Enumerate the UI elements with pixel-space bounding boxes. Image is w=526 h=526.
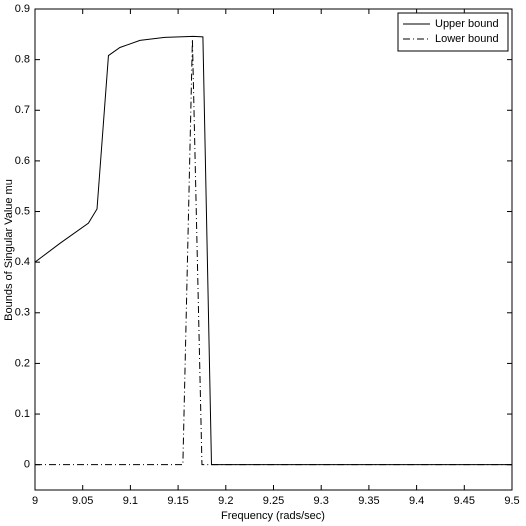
x-tick-label: 9.05 <box>72 495 93 507</box>
x-axis-label: Frequency (rads/sec) <box>221 510 325 522</box>
y-tick-label: 0.1 <box>15 408 30 420</box>
x-tick-label: 9.35 <box>358 495 379 507</box>
x-tick-label: 9.5 <box>504 495 519 507</box>
x-tick-label: 9.3 <box>314 495 329 507</box>
y-tick-label: 0.5 <box>15 205 30 217</box>
y-tick-label: 0.9 <box>15 3 30 15</box>
x-tick-label: 9.2 <box>218 495 233 507</box>
x-tick-label: 9 <box>32 495 38 507</box>
y-tick-label: 0.3 <box>15 307 30 319</box>
y-tick-label: 0.7 <box>15 104 30 116</box>
y-tick-label: 0.4 <box>15 256 30 268</box>
x-tick-label: 9.45 <box>454 495 475 507</box>
line-series <box>35 39 512 466</box>
line-series <box>34 35 512 466</box>
legend-label: Upper bound <box>435 18 499 30</box>
legend-box <box>397 12 509 52</box>
y-tick-label: 0.6 <box>15 155 30 167</box>
y-tick-label: 0 <box>24 459 30 471</box>
x-tick-label: 9.4 <box>409 495 424 507</box>
x-tick-label: 9.1 <box>123 495 138 507</box>
y-axis-label: Bounds of Singular Value mu <box>3 179 15 321</box>
x-tick-label: 9.25 <box>263 495 284 507</box>
x-tick-label: 9.15 <box>167 495 188 507</box>
y-tick-label: 0.2 <box>15 357 30 369</box>
legend-label: Lower bound <box>435 33 499 45</box>
y-tick-label: 0.8 <box>15 54 30 66</box>
